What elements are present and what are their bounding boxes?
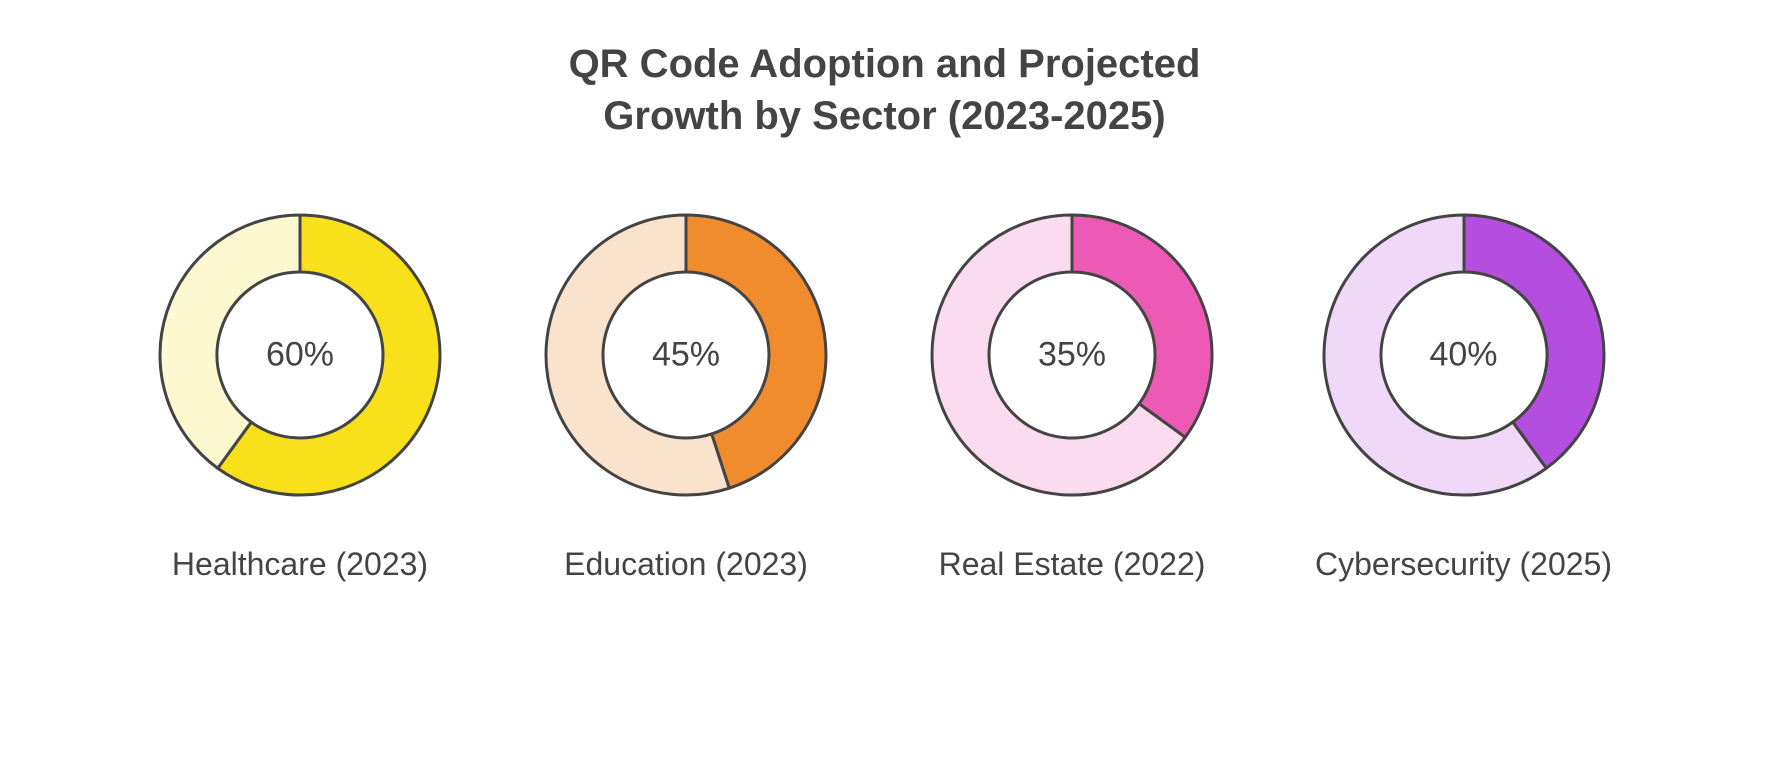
donut-education: 45% [543, 212, 829, 498]
chart-realestate: 35% Real Estate (2022) [929, 212, 1215, 583]
donut-cybersecurity: 40% [1321, 212, 1607, 498]
chart-title: QR Code Adoption and Projected Growth by… [569, 38, 1201, 142]
donut-center-cybersecurity: 40% [1429, 336, 1497, 375]
charts-row: 60% Healthcare (2023) 45% Education (2023) 3… [157, 212, 1612, 583]
title-line-2: Growth by Sector (2023-2025) [569, 90, 1201, 142]
chart-label-cybersecurity: Cybersecurity (2025) [1315, 546, 1612, 583]
chart-healthcare: 60% Healthcare (2023) [157, 212, 443, 583]
chart-cybersecurity: 40% Cybersecurity (2025) [1315, 212, 1612, 583]
donut-healthcare: 60% [157, 212, 443, 498]
donut-center-education: 45% [652, 336, 720, 375]
chart-education: 45% Education (2023) [543, 212, 829, 583]
donut-realestate: 35% [929, 212, 1215, 498]
chart-label-education: Education (2023) [564, 546, 808, 583]
chart-label-realestate: Real Estate (2022) [939, 546, 1206, 583]
donut-center-realestate: 35% [1038, 336, 1106, 375]
donut-center-healthcare: 60% [266, 336, 334, 375]
title-line-1: QR Code Adoption and Projected [569, 38, 1201, 90]
chart-label-healthcare: Healthcare (2023) [172, 546, 428, 583]
